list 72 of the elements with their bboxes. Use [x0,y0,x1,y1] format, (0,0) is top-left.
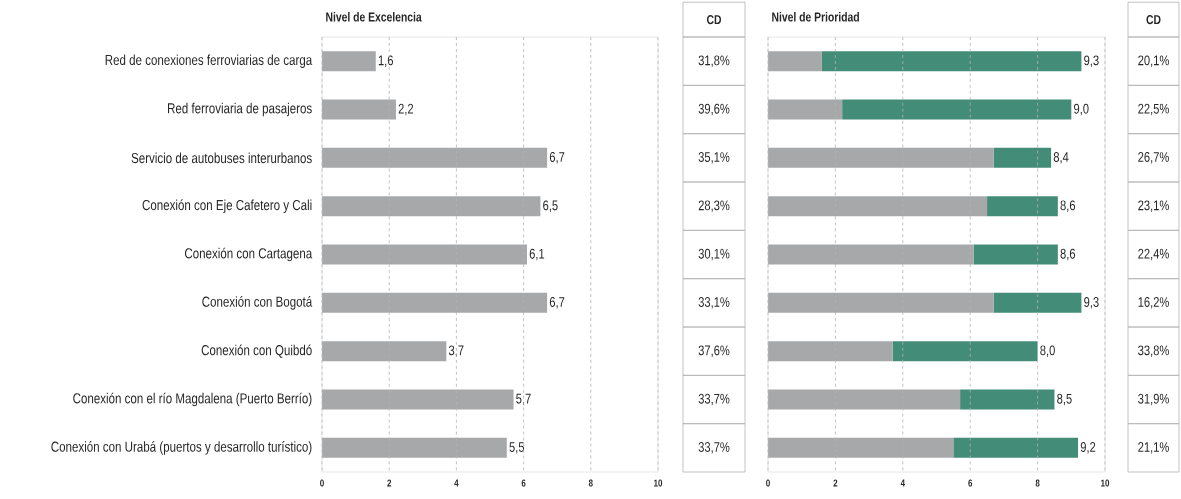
y-tick-label: Servicio de autobuses interurbanos [131,152,312,164]
x-tick-label: 8 [588,479,593,487]
x-tick-label: 10 [1101,479,1110,487]
bar [993,147,1052,168]
bar [993,292,1082,313]
text: CD [706,15,722,25]
data-label: 33,1% [698,297,730,309]
y-tick-label: Conexión con Quibdó [201,344,312,358]
data-label: 5,7 [516,393,531,406]
bar [960,389,1055,410]
data-label: 6,1 [529,248,545,261]
bar [953,437,1079,458]
data-label: 37,6% [698,345,730,357]
data-label: 26,7% [1138,152,1169,164]
data-label: 2,2 [398,103,414,116]
data-label: 6,7 [549,297,565,309]
data-label: 16,2% [1138,297,1169,309]
bar [987,196,1058,217]
data-label: 33,8% [1138,345,1169,357]
chart-title: Nivel de Prioridad [772,12,859,22]
bar [892,341,1038,362]
total-label: 8,0 [1040,345,1055,357]
x-tick-label: 2 [387,479,392,487]
y-tick-label: Conexión con Eje Cafetero y Cali [142,199,312,213]
data-label: 31,8% [698,55,730,67]
bar [821,51,1082,72]
x-tick-label: 0 [766,479,770,487]
bar [973,244,1058,265]
data-label: 33,7% [698,442,730,454]
data-label: 22,5% [1138,103,1169,116]
data-label: 23,1% [1138,200,1169,212]
bar [768,51,822,72]
data-label: 6,7 [549,152,565,164]
y-tick-label: Conexión con el río Magdalena (Puerto Berrío) [73,392,312,407]
x-tick-label: 0 [320,479,324,487]
y-tick-label: Red ferroviaria de pasajeros [168,102,312,117]
data-label: 20,1% [1138,55,1169,67]
y-tick-label: Conexión con Urabá (puertos y desarrollo turístico) [51,441,312,455]
total-label: 8,4 [1053,152,1069,164]
total-label: 8,5 [1057,393,1072,406]
data-label: 3,7 [448,345,464,357]
x-tick-label: 4 [454,479,459,487]
data-label: 5,5 [509,442,525,454]
y-tick-label: Conexión con Cartagena [184,247,313,262]
y-tick-label: Conexión con Bogotá [202,296,313,310]
total-label: 8,6 [1060,248,1076,261]
chart-title: Nivel de Excelencia [326,12,422,22]
data-label: 22,4% [1138,248,1169,261]
text: CD [1146,15,1161,25]
total-label: 8,6 [1060,200,1076,212]
data-label: 21,1% [1138,442,1169,454]
x-tick-label: 6 [968,479,973,487]
x-tick-label: 6 [521,479,526,487]
data-label: 35,1% [698,152,730,164]
y-tick-label: Red de conexiones ferroviarias de carga [105,54,313,68]
bar [322,51,376,72]
data-label: 28,3% [698,200,730,212]
data-label: 33,7% [698,393,730,406]
bar [842,99,1072,120]
total-label: 9,2 [1080,442,1096,454]
data-label: 6,5 [543,200,558,212]
data-label: 30,1% [698,248,730,261]
data-label: 31,9% [1138,393,1169,406]
x-tick-label: 10 [654,479,663,487]
total-label: 9,3 [1084,297,1099,309]
total-label: 9,0 [1074,103,1089,116]
x-tick-label: 4 [900,479,905,487]
x-tick-label: 2 [833,479,838,487]
data-label: 39,6% [698,103,730,116]
total-label: 9,3 [1084,55,1099,67]
data-label: 1,6 [378,55,393,67]
x-tick-label: 8 [1035,479,1040,487]
